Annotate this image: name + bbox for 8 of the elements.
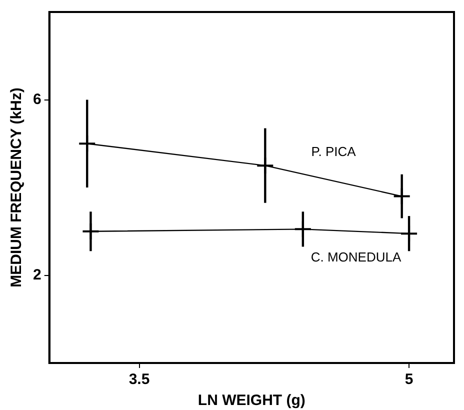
y-tick-label: 6: [33, 90, 42, 108]
y-tick-label: 2: [33, 266, 42, 284]
series-label: C. MONEDULA: [310, 249, 402, 264]
x-axis-title: LN WEIGHT (g): [198, 392, 306, 410]
y-axis-title: MEDIUM FREQUENCY (kHz): [8, 88, 26, 288]
series-label: P. PICA: [311, 144, 356, 159]
x-tick-label: 3.5: [128, 371, 150, 388]
x-tick-label: 5: [404, 371, 414, 388]
